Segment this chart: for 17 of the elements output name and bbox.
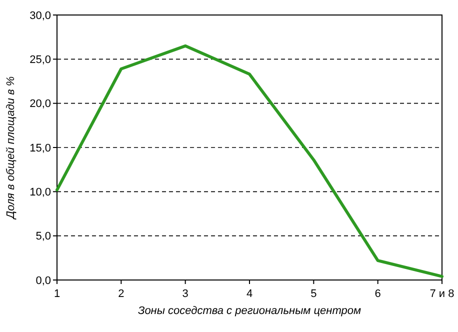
y-tick-label: 20,0 xyxy=(30,98,51,110)
y-tick-label: 10,0 xyxy=(30,186,51,199)
x-tick-label: 4 xyxy=(246,288,253,300)
y-tick-label: 15,0 xyxy=(30,142,51,154)
x-tick-label: 1 xyxy=(54,288,60,300)
x-tick-label: 5 xyxy=(310,288,317,300)
x-tick-label: 2 xyxy=(118,288,124,300)
x-tick-label: 7 и 8 xyxy=(430,288,454,300)
y-tick-label: 30,0 xyxy=(30,10,51,22)
y-axis-title: Доля в общей площади в % xyxy=(5,76,17,221)
x-axis-title: Зоны соседства с региональным центром xyxy=(138,305,362,317)
y-tick-label: 25,0 xyxy=(30,54,51,66)
y-tick-label: 0,0 xyxy=(36,274,51,287)
line-series xyxy=(56,44,444,278)
x-tick-label: 3 xyxy=(182,288,188,300)
y-tick-label: 5,0 xyxy=(36,230,51,243)
x-tick-label: 6 xyxy=(374,288,381,300)
